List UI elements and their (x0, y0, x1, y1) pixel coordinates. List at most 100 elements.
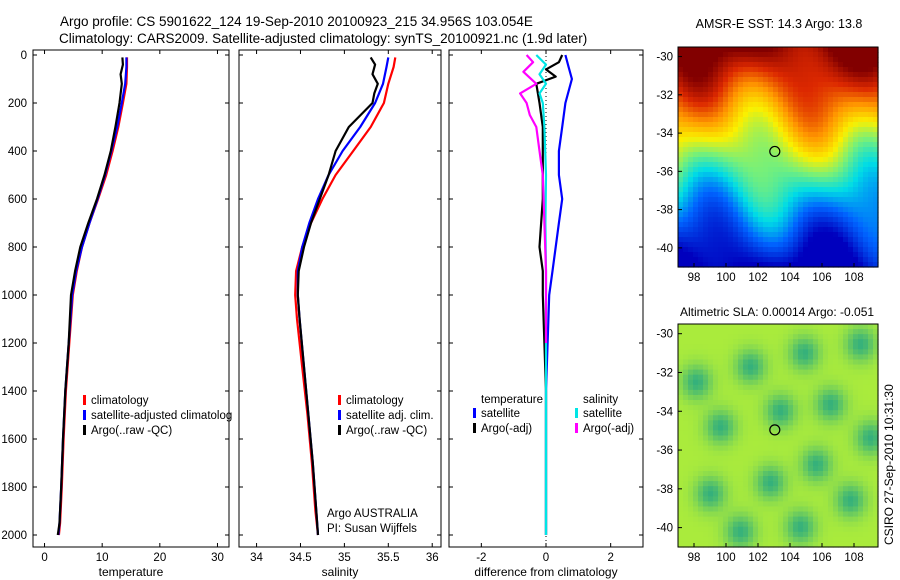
map-cell (763, 252, 769, 258)
map-cell (743, 107, 749, 113)
map-cell (803, 526, 809, 533)
map-cell (868, 212, 874, 218)
map-cell (758, 541, 764, 548)
map-cell (763, 47, 769, 53)
map-cell (753, 82, 759, 88)
map-cell (798, 359, 804, 366)
map-cell (698, 420, 704, 426)
map-cell (793, 127, 799, 133)
map-cell (798, 112, 804, 118)
map-cell (738, 440, 744, 447)
map-cell (818, 481, 824, 487)
map-cell (773, 359, 779, 366)
map-cell (828, 384, 834, 391)
map-cell (743, 516, 749, 523)
map-cell (693, 237, 699, 243)
map-cell (748, 162, 754, 168)
map-cell (788, 521, 794, 528)
map-cell (708, 506, 714, 513)
map-cell (803, 107, 809, 113)
map-cell (768, 107, 774, 113)
map-cell (828, 506, 834, 513)
map-cell (698, 257, 704, 263)
map-cell (818, 425, 824, 432)
map-cell (798, 137, 804, 143)
map-cell (778, 374, 784, 381)
map-cell (853, 329, 859, 335)
map-cell (683, 197, 689, 203)
map-cell (708, 455, 714, 462)
map-cell (853, 47, 859, 53)
map-cell (813, 102, 819, 108)
map-cell (708, 481, 714, 487)
map-cell (818, 465, 824, 472)
map-cell (813, 107, 819, 113)
map-cell (863, 207, 869, 213)
map-cell (863, 526, 869, 533)
map-cell (733, 72, 739, 78)
map-cell (683, 470, 689, 477)
map-cell (803, 92, 809, 98)
y-tick-label: 1400 (1, 386, 27, 398)
map-cell (733, 237, 739, 243)
map-cell (858, 344, 864, 350)
map-cell (743, 506, 749, 513)
map-cell (778, 197, 784, 203)
map-cell (728, 501, 734, 508)
map-cell (708, 359, 714, 366)
map-cell (848, 410, 854, 416)
map-cell (768, 172, 774, 178)
map-cell (708, 207, 714, 213)
map-cell (678, 57, 684, 63)
map-cell (688, 137, 694, 143)
map-cell (863, 202, 869, 208)
map-cell (723, 374, 729, 381)
map-cell (753, 227, 759, 233)
map-cell (718, 82, 724, 88)
map-cell (683, 384, 689, 391)
map-cell (713, 87, 719, 93)
map-cell (873, 541, 879, 548)
map-cell (863, 152, 869, 158)
map-cell (718, 127, 724, 133)
map-cell (818, 227, 824, 233)
map-cell (728, 217, 734, 223)
map-cell (713, 172, 719, 178)
map-cell (833, 142, 839, 148)
map-cell (688, 47, 694, 53)
map-cell (873, 511, 879, 518)
map-cell (723, 440, 729, 447)
map-cell (738, 247, 744, 253)
map-cell (788, 349, 794, 356)
map-cell (678, 470, 684, 477)
map-cell (728, 222, 734, 228)
map-cell (828, 486, 834, 492)
map-cell (848, 252, 854, 258)
map-cell (833, 324, 839, 330)
y-tick-label: 800 (8, 242, 27, 254)
map-cell (858, 516, 864, 523)
map-cell (728, 127, 734, 133)
map-cell (743, 97, 749, 103)
map-cell (768, 491, 774, 497)
map-cell (813, 232, 819, 238)
map-cell (688, 410, 694, 416)
map-cell (773, 232, 779, 238)
map-cell (688, 232, 694, 238)
map-cell (713, 384, 719, 391)
map-cell (763, 52, 769, 58)
map-cell (778, 465, 784, 472)
map-cell (738, 379, 744, 386)
map-cell (798, 541, 804, 548)
map-cell (698, 72, 704, 78)
map-cell (858, 47, 864, 53)
map-cell (823, 511, 829, 518)
map-cell (738, 232, 744, 238)
map-cell (688, 142, 694, 148)
map-cell (848, 486, 854, 492)
map-cell (808, 541, 814, 548)
map-cell (808, 440, 814, 447)
map-cell (798, 501, 804, 508)
map-cell (688, 172, 694, 178)
map-cell (848, 147, 854, 153)
